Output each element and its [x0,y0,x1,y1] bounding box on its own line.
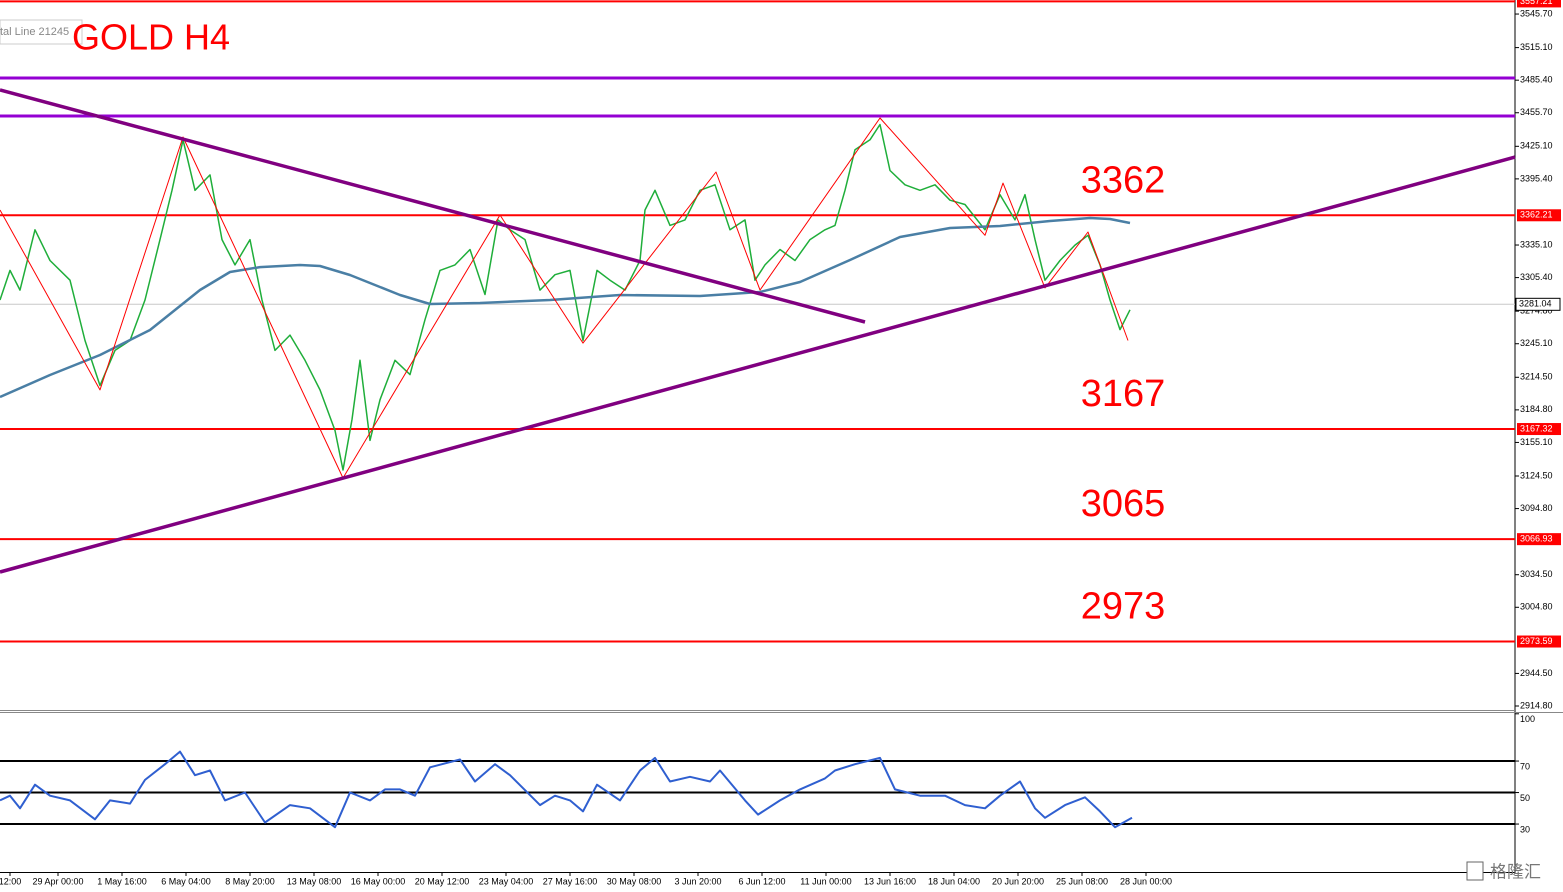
level-annotation: 3167 [1081,373,1166,415]
level-price-box [1517,0,1561,8]
level-annotation: 3362 [1081,159,1166,201]
y-tick-label: 3034.50 [1520,569,1553,579]
x-tick-label: 13 Jun 16:00 [864,876,916,886]
y-tick-label: 3124.50 [1520,470,1553,480]
level-price-box [1517,209,1561,222]
level-price-label: 2973.59 [1520,636,1553,646]
y-tick-label: 2944.50 [1520,668,1553,678]
x-tick-label: 18 Jun 04:00 [928,876,980,886]
level-price-box [1517,533,1561,546]
current-price-label: 3281.04 [1519,299,1552,309]
series-line [0,88,866,324]
y-tick-label: 3184.80 [1520,404,1553,414]
y-tick-label: 3395.40 [1520,173,1553,183]
y-tick-label: 3245.10 [1520,338,1553,348]
level-price-label: 3167.32 [1520,423,1553,433]
chart-title: GOLD H4 [72,17,230,58]
x-tick-label: 13 May 08:00 [287,876,342,886]
y-tick-label: 3305.40 [1520,272,1553,282]
current-price-box [1515,297,1561,311]
y-tick-label: 3155.10 [1520,437,1553,447]
x-tick-label: 3 Jun 20:00 [674,876,721,886]
y-tick-label: 3485.40 [1520,75,1553,85]
series-line [0,750,1133,829]
x-tick-label: 6 Jun 12:00 [738,876,785,886]
x-tick-label: 20 Jun 20:00 [992,876,1044,886]
watermark-logo [1466,861,1484,881]
y-tick-label: 70 [1520,761,1530,771]
x-tick-label: 6 May 04:00 [161,876,211,886]
level-annotation: 2973 [1081,586,1166,628]
y-tick-label: 3545.70 [1520,8,1553,18]
level-price-box [1517,635,1561,648]
x-tick-label: 27 May 16:00 [543,876,598,886]
series-line [0,123,1131,471]
x-tick-label: 28 Jun 00:00 [1120,876,1172,886]
x-tick-label: 12:00 [0,876,21,886]
y-tick-label: 3094.80 [1520,503,1553,513]
y-tick-label: 3425.10 [1520,141,1553,151]
y-tick-label: 2914.80 [1520,700,1553,710]
y-tick-label: 3515.10 [1520,42,1553,52]
x-tick-label: 8 May 20:00 [225,876,275,886]
tooltip: tal Line 21245 [0,26,69,38]
level-annotation: 3065 [1081,483,1166,525]
y-tick-label: 3455.70 [1520,107,1553,117]
level-price-label: 3066.93 [1520,534,1553,544]
series-line [0,155,1516,574]
level-price-box [1517,423,1561,436]
tooltip-box [0,19,83,45]
y-tick-label: 50 [1520,793,1530,803]
y-tick-label: 3335.10 [1520,239,1553,249]
level-price-label: 3557.21 [1520,0,1553,6]
watermark: 格隆汇 [1490,862,1541,881]
y-tick-label: 3004.80 [1520,602,1553,612]
x-tick-label: 30 May 08:00 [607,876,662,886]
series-line [0,216,1131,399]
x-tick-label: 25 Jun 08:00 [1056,876,1108,886]
y-tick-label: 3214.50 [1520,372,1553,382]
level-price-label: 3362.21 [1520,210,1553,220]
x-tick-label: 29 Apr 00:00 [32,876,83,886]
x-tick-label: 11 Jun 00:00 [800,876,851,886]
x-tick-label: 16 May 00:00 [351,876,406,886]
y-tick-label: 30 [1520,824,1530,834]
y-tick-label: 100 [1520,714,1535,724]
x-tick-label: 20 May 12:00 [415,876,470,886]
x-tick-label: 23 May 04:00 [479,876,534,886]
x-tick-label: 1 May 16:00 [97,876,147,886]
series-line [0,117,1129,479]
